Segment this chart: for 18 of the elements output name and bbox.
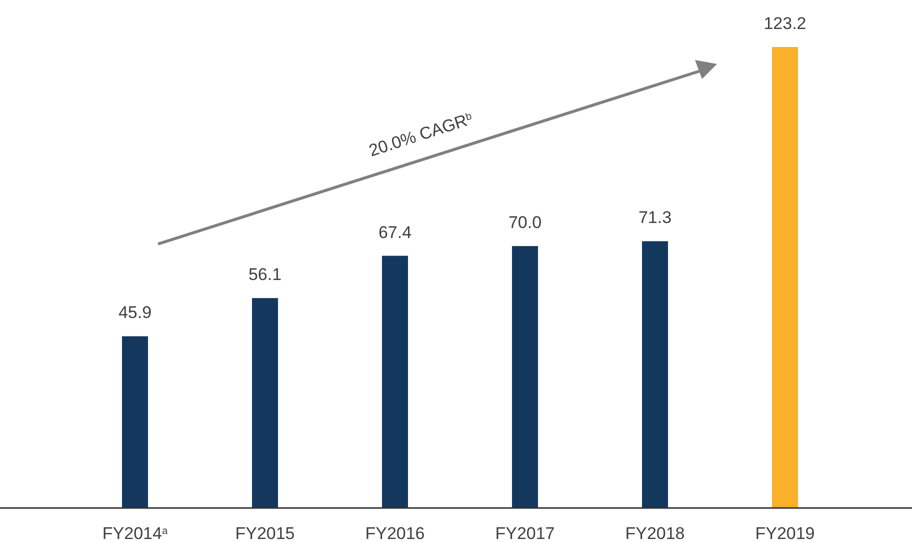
bar (642, 241, 668, 508)
x-tick-label: FY2017 (495, 524, 555, 542)
data-label: 45.9 (118, 303, 152, 322)
x-tick-label: FY2019 (755, 524, 815, 542)
data-label: 123.2 (764, 14, 806, 33)
data-label: 70.0 (508, 213, 542, 232)
x-tick-label: FY2018 (625, 524, 685, 542)
bar (512, 246, 538, 508)
bar (772, 47, 798, 508)
x-tick-label: FY2016 (365, 524, 425, 542)
x-tick-label: FY2015 (235, 524, 295, 542)
bar (122, 336, 148, 508)
data-label: 71.3 (638, 208, 672, 228)
bar (252, 298, 278, 508)
x-tick-label: FY2014$^{a}$ (102, 524, 168, 542)
data-label: 67.4 (378, 222, 412, 242)
bar (382, 256, 408, 508)
data-label: 56.1 (248, 265, 282, 284)
